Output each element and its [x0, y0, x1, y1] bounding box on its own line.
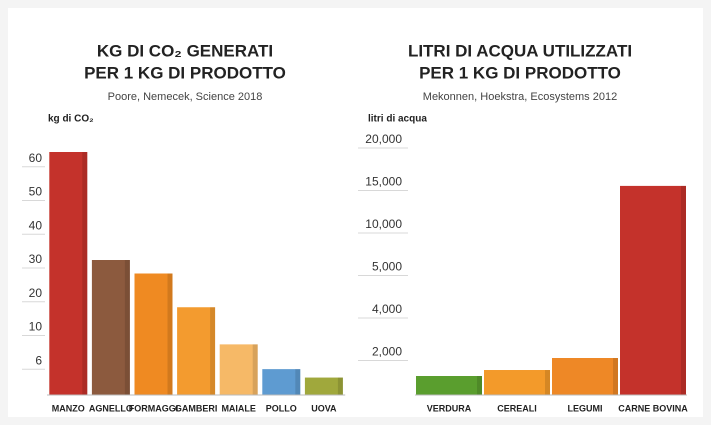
- y-tick-label: 30: [29, 252, 43, 266]
- infographic: KG DI CO₂ GENERATI PER 1 KG DI PRODOTTO Po…: [0, 0, 711, 425]
- x-tick-label: MAIALE: [221, 403, 256, 413]
- bar-shade: [681, 186, 686, 395]
- bar: [177, 307, 215, 395]
- x-tick-label: GAMBERI: [175, 403, 218, 413]
- bar-shade: [82, 152, 87, 395]
- bar-shade: [168, 274, 173, 396]
- y-tick-label: 50: [29, 185, 43, 199]
- bar: [92, 260, 130, 395]
- chart-title: KG DI CO₂ GENERATI: [97, 41, 273, 60]
- y-tick-label: 5,000: [372, 260, 402, 274]
- y-tick-label: 10,000: [365, 217, 402, 231]
- y-tick-label: 20,000: [365, 132, 402, 146]
- x-tick-label: MANZO: [52, 403, 85, 413]
- x-tick-label: CARNE BOVINA: [618, 403, 688, 413]
- chart-title: LITRI DI ACQUA UTILIZZATI: [408, 41, 632, 60]
- bar-shade: [210, 307, 215, 395]
- y-tick-label: 4,000: [372, 302, 402, 316]
- bar: [135, 274, 173, 396]
- chart-subtitle: Poore, Nemecek, Science 2018: [108, 91, 263, 103]
- x-tick-label: UOVA: [311, 403, 337, 413]
- bar-shade: [253, 344, 258, 395]
- x-tick-label: VERDURA: [427, 403, 472, 413]
- bar-shade: [295, 369, 300, 395]
- bar-shade: [125, 260, 130, 395]
- bar-shade: [477, 376, 482, 395]
- bar: [220, 344, 258, 395]
- y-tick-label: 10: [29, 320, 43, 334]
- bar: [305, 378, 343, 395]
- y-axis-label: kg di CO₂: [48, 114, 94, 125]
- bar: [552, 358, 618, 395]
- bar: [49, 152, 87, 395]
- chart-title: PER 1 KG DI PRODOTTO: [419, 63, 621, 82]
- y-tick-label: 6: [35, 353, 42, 367]
- bar-shade: [613, 358, 618, 395]
- x-tick-label: LEGUMI: [568, 403, 603, 413]
- bar: [484, 370, 550, 395]
- y-tick-label: 2,000: [372, 345, 402, 359]
- y-axis-label: litri di acqua: [368, 114, 427, 125]
- y-tick-label: 20: [29, 286, 43, 300]
- bar: [262, 369, 300, 395]
- bar: [620, 186, 686, 395]
- y-tick-label: 15,000: [365, 175, 402, 189]
- bar-shade: [338, 378, 343, 395]
- x-tick-label: AGNELLO: [89, 403, 133, 413]
- chart-title: PER 1 KG DI PRODOTTO: [84, 63, 286, 82]
- x-tick-label: POLLO: [266, 403, 297, 413]
- chart-subtitle: Mekonnen, Hoekstra, Ecosystems 2012: [423, 91, 617, 103]
- x-tick-label: FORMAGGI: [129, 403, 179, 413]
- y-tick-label: 40: [29, 218, 43, 232]
- bar: [416, 376, 482, 395]
- bar-shade: [545, 370, 550, 395]
- x-tick-label: CEREALI: [497, 403, 537, 413]
- y-tick-label: 60: [29, 151, 43, 165]
